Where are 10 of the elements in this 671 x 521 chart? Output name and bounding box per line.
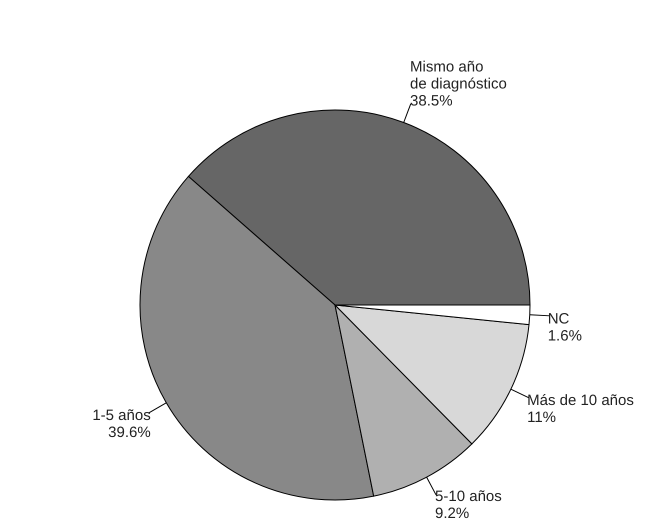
slice-label: 1-5 años: [92, 406, 151, 424]
data-label: 39.6%: [108, 424, 151, 441]
slice-label: 5-10 años: [435, 488, 502, 506]
data-label: 11%: [527, 408, 556, 426]
data-label: 1.6%: [548, 328, 582, 345]
slice-label: Más de 10 años: [527, 392, 634, 409]
data-label: 9.2%: [435, 505, 470, 521]
data-label: 38.5%: [410, 92, 453, 110]
slice-label: NC: [548, 310, 570, 328]
slice-label: Mismo año de diagnóstico: [410, 58, 507, 93]
